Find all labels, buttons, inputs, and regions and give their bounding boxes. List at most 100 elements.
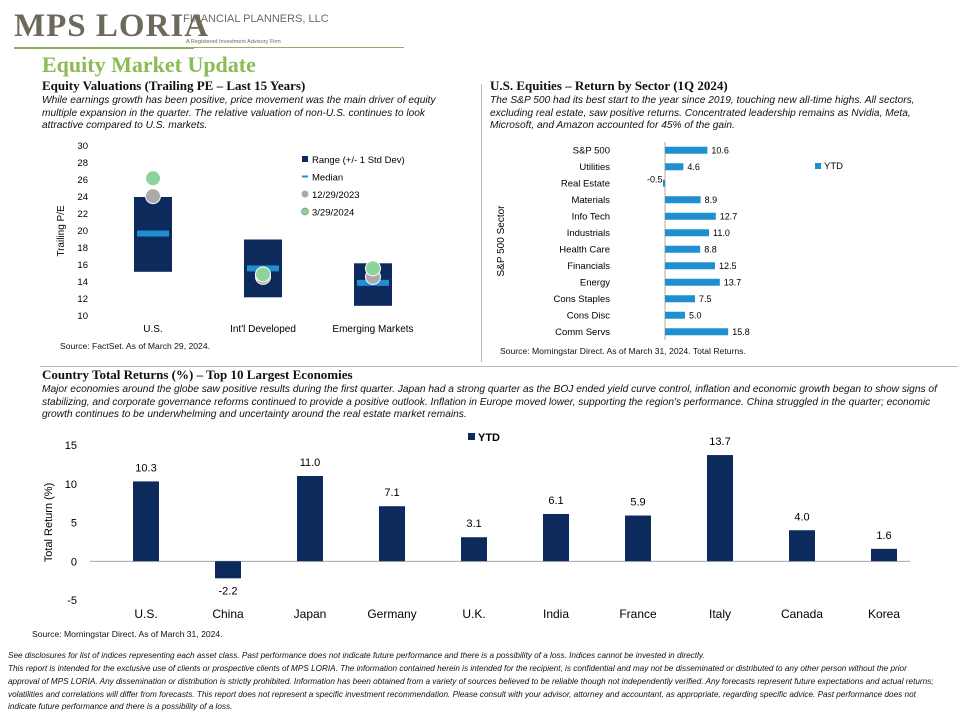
logo-rule-thin: [194, 47, 404, 48]
legend-label: 12/29/2023: [312, 190, 360, 201]
country-bar: [871, 548, 897, 562]
y-tick-label: 5: [71, 518, 77, 530]
sector-label: S&P 500: [573, 145, 610, 156]
country-bar: [707, 455, 733, 562]
value-label: 11.0: [300, 457, 321, 469]
legend-label: YTD: [478, 432, 500, 444]
legend-label: Range (+/- 1 Std Dev): [312, 155, 405, 166]
x-tick-label: Int'l Developed: [230, 324, 296, 335]
sector-bar: [665, 245, 701, 253]
value-label: 4.6: [687, 162, 700, 172]
x-tick-label: India: [543, 607, 569, 621]
y-tick-label: 0: [71, 556, 77, 568]
x-tick-label: U.S.: [143, 324, 162, 335]
section-divider-horizontal: [40, 366, 958, 367]
logo: MPS LORIA: [14, 8, 210, 44]
legend-label: YTD: [824, 161, 843, 172]
y-tick-label: 15: [65, 440, 77, 452]
countries-chart: -5 0 5 10 15 Total Return (%) 10.3 U.S. -2.2 Chin…: [43, 432, 910, 621]
valuations-chart: 10 12 14 16 18 20 22 24 26 28 30 Trailing P/E U.S. In…: [56, 141, 414, 335]
country-bar: [297, 476, 323, 562]
value-label: 6.1: [548, 495, 563, 507]
legend-swatch: [815, 163, 821, 169]
sector-bar: [665, 328, 729, 336]
sector-bar: [665, 278, 720, 286]
page-title: Equity Market Update: [42, 52, 256, 77]
value-label: 11.0: [713, 228, 730, 238]
valuations-body: While earnings growth has been positive,…: [42, 95, 436, 131]
logo-rule: [14, 47, 194, 49]
country-bar: [625, 515, 651, 562]
sectors-title: U.S. Equities – Return by Sector (1Q 202…: [490, 78, 728, 93]
x-tick-label: Korea: [868, 607, 900, 621]
legend-swatch: [468, 433, 475, 440]
y-tick-label: 14: [77, 277, 88, 288]
logo-subtitle: FINANCIAL PLANNERS, LLC: [183, 13, 329, 25]
value-label: 10.3: [135, 462, 156, 474]
sector-bar: [665, 262, 715, 270]
sector-bar: [665, 311, 685, 319]
value-label: 8.9: [705, 195, 718, 205]
sector-bar: [663, 179, 665, 187]
sector-bar: [665, 196, 701, 204]
sectors-source: Source: Morningstar Direct. As of March …: [500, 346, 746, 356]
sector-label: Info Tech: [572, 211, 610, 222]
sector-label: Materials: [571, 195, 610, 206]
disclosure-line: See disclosures for list of indices repr…: [8, 651, 705, 660]
y-tick-label: 22: [77, 209, 88, 220]
value-label: 5.9: [630, 497, 645, 509]
value-label: 5.0: [689, 310, 702, 320]
sector-bar: [665, 229, 709, 237]
y-tick-label: 12: [77, 294, 88, 305]
valuations-source: Source: FactSet. As of March 29, 2024.: [60, 341, 210, 351]
value-label: -2.2: [219, 585, 238, 597]
x-tick-label: Germany: [367, 607, 416, 621]
y-tick-label: 18: [77, 243, 88, 254]
countries-body: Major economies around the globe saw pos…: [42, 384, 937, 420]
value-label: 12.7: [720, 211, 738, 221]
y-tick-label: 10: [77, 311, 88, 322]
value-label: 10.6: [711, 145, 729, 155]
value-label: 4.0: [794, 511, 809, 523]
country-bar: [789, 530, 815, 562]
x-tick-label: U.K.: [462, 607, 485, 621]
y-tick-label: 28: [77, 158, 88, 169]
legend-swatch-median: [302, 175, 308, 178]
sector-label: Financials: [567, 261, 610, 272]
y-tick-label: 26: [77, 175, 88, 186]
sector-bar: [665, 212, 716, 220]
y-axis-label: S&P 500 Sector: [496, 205, 507, 277]
sector-label: Health Care: [559, 244, 610, 255]
value-label: 12.5: [719, 261, 737, 271]
dot-2023: [145, 188, 161, 205]
legend-label: 3/29/2024: [312, 208, 354, 219]
country-bar: [133, 481, 159, 562]
sector-label: Cons Staples: [553, 294, 610, 305]
y-tick-label: 24: [77, 192, 88, 203]
countries-title: Country Total Returns (%) – Top 10 Large…: [42, 367, 353, 382]
country-bar: [461, 537, 487, 562]
x-tick-label: U.S.: [134, 607, 157, 621]
legend-swatch-2023: [301, 190, 309, 198]
x-tick-label: Emerging Markets: [332, 324, 413, 335]
dot-2024: [255, 266, 271, 283]
x-tick-label: Italy: [709, 607, 731, 621]
country-bar: [543, 513, 569, 562]
sector-label: Energy: [580, 277, 610, 288]
dot-2024: [365, 260, 381, 277]
legend-swatch-2024: [301, 207, 309, 216]
y-tick-label: 30: [77, 141, 88, 152]
y-axis-label: Total Return (%): [43, 483, 55, 562]
value-label: 3.1: [466, 518, 481, 530]
value-label: 13.7: [724, 277, 742, 287]
section-divider-vertical: [481, 84, 482, 362]
countries-source: Source: Morningstar Direct. As of March …: [32, 629, 223, 639]
y-tick-label: -5: [67, 595, 77, 607]
value-label: 13.7: [709, 436, 730, 448]
median-mark: [137, 230, 169, 237]
x-tick-label: France: [619, 607, 657, 621]
x-tick-label: Canada: [781, 607, 823, 621]
value-label: -0.5: [647, 174, 663, 184]
value-label: 7.5: [699, 294, 712, 304]
sector-bar: [665, 146, 708, 154]
